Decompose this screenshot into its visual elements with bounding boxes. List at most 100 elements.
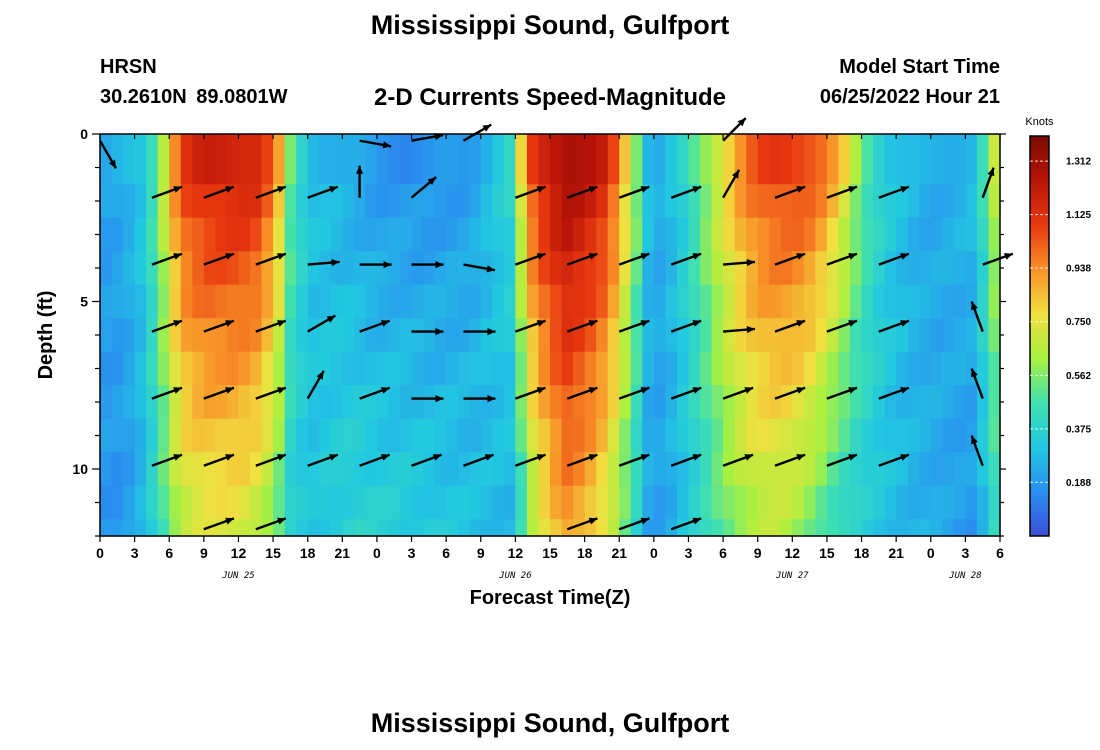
heatmap-cell xyxy=(803,485,816,520)
heatmap-cell xyxy=(919,351,932,386)
heatmap-cell xyxy=(273,418,286,453)
heatmap-cell xyxy=(815,385,828,420)
heatmap-cell xyxy=(607,385,620,420)
heatmap-cell xyxy=(988,452,1001,487)
heatmap-cell xyxy=(850,284,863,319)
heatmap-cell xyxy=(676,485,690,520)
heatmap-cell xyxy=(446,452,459,487)
heatmap-cell xyxy=(550,385,563,420)
heatmap-cell xyxy=(446,217,459,252)
heatmap-cell xyxy=(411,351,424,386)
heatmap-cell xyxy=(284,519,297,537)
heatmap-cell xyxy=(146,385,159,420)
heatmap-cell xyxy=(653,251,666,286)
heatmap-cell xyxy=(503,284,516,319)
heatmap-cell xyxy=(157,217,170,252)
heatmap-cell xyxy=(180,184,193,219)
x-tick-label: 12 xyxy=(508,545,524,561)
current-vector-head xyxy=(588,320,598,327)
heatmap-cell xyxy=(123,519,136,537)
heatmap-cell xyxy=(988,217,1001,252)
heatmap-cell xyxy=(111,184,124,219)
heatmap-cell xyxy=(930,519,943,537)
heatmap-cell xyxy=(907,134,920,185)
heatmap-cell xyxy=(457,134,470,185)
heatmap-cell xyxy=(723,385,736,420)
heatmap-cell xyxy=(550,418,563,453)
heatmap-cell xyxy=(526,217,540,252)
heatmap-cell xyxy=(296,184,309,219)
heatmap-cell xyxy=(780,284,793,319)
heatmap-cell xyxy=(400,318,413,353)
heatmap-cell xyxy=(965,318,978,353)
heatmap-cell xyxy=(411,284,424,319)
heatmap-cell xyxy=(492,418,505,453)
x-tick-label: 12 xyxy=(785,545,801,561)
heatmap-cell xyxy=(965,251,978,286)
heatmap-cell xyxy=(953,452,966,487)
heatmap-cell xyxy=(850,385,863,420)
heatmap-cell xyxy=(457,184,470,219)
heatmap-cell xyxy=(446,251,459,286)
heatmap-cell xyxy=(769,452,782,487)
heatmap-cell xyxy=(976,519,990,537)
current-vector-head xyxy=(536,454,546,461)
heatmap-cell xyxy=(169,251,182,286)
heatmap-cell xyxy=(123,184,136,219)
model-start-label: Model Start Time xyxy=(839,56,1000,78)
current-vector-head xyxy=(796,186,806,193)
heatmap-cell xyxy=(111,452,124,487)
heatmap-cell xyxy=(873,351,886,386)
heatmap-cell xyxy=(353,251,366,286)
heatmap-cell xyxy=(273,284,286,319)
heatmap-cell xyxy=(573,134,586,185)
heatmap-cell xyxy=(457,452,470,487)
heatmap-cell xyxy=(723,251,736,286)
heatmap-cell xyxy=(446,351,459,386)
heatmap-cell xyxy=(873,519,886,537)
heatmap-cell xyxy=(561,217,574,252)
colorbar-unit: Knots xyxy=(1025,116,1054,128)
heatmap-cell xyxy=(100,519,113,537)
heatmap-cell xyxy=(388,284,401,319)
heatmap-cell xyxy=(550,351,563,386)
heatmap-cell xyxy=(653,485,666,520)
heatmap-cell xyxy=(215,351,228,386)
heatmap-cell xyxy=(469,519,482,537)
heatmap-cell xyxy=(550,217,563,252)
heatmap-cell xyxy=(480,385,493,420)
heatmap-cell xyxy=(838,351,851,386)
heatmap-cell xyxy=(515,184,528,219)
heatmap-cell xyxy=(261,385,274,420)
heatmap-cell xyxy=(296,134,309,185)
heatmap-cell xyxy=(734,351,747,386)
heatmap-cell xyxy=(561,452,574,487)
heatmap-cell xyxy=(688,134,701,185)
heatmap-cell xyxy=(192,134,205,185)
heatmap-cell xyxy=(261,134,274,185)
heatmap-cell xyxy=(376,318,390,353)
heatmap-cell xyxy=(896,134,909,185)
heatmap-cell xyxy=(596,318,609,353)
heatmap-cell xyxy=(226,284,240,319)
heatmap-cell xyxy=(896,385,909,420)
heatmap-cell xyxy=(815,134,828,185)
heatmap-cell xyxy=(238,452,251,487)
heatmap-cell xyxy=(250,351,263,386)
heatmap-cell xyxy=(180,134,193,185)
heatmap-cell xyxy=(411,251,424,286)
heatmap-cell xyxy=(100,184,113,219)
heatmap-cell xyxy=(803,134,816,185)
heatmap-cell xyxy=(388,452,401,487)
heatmap-cell xyxy=(146,184,159,219)
current-vector-head xyxy=(746,326,755,334)
x-tick-label: 15 xyxy=(542,545,558,561)
heatmap-cell xyxy=(965,134,978,185)
heatmap-cell xyxy=(111,251,124,286)
heatmap-cell xyxy=(492,452,505,487)
current-vector-head xyxy=(692,186,702,193)
heatmap-cell xyxy=(123,418,136,453)
heatmap-cell xyxy=(146,134,159,185)
heatmap-cell xyxy=(896,318,909,353)
heatmap-cell xyxy=(169,385,182,420)
